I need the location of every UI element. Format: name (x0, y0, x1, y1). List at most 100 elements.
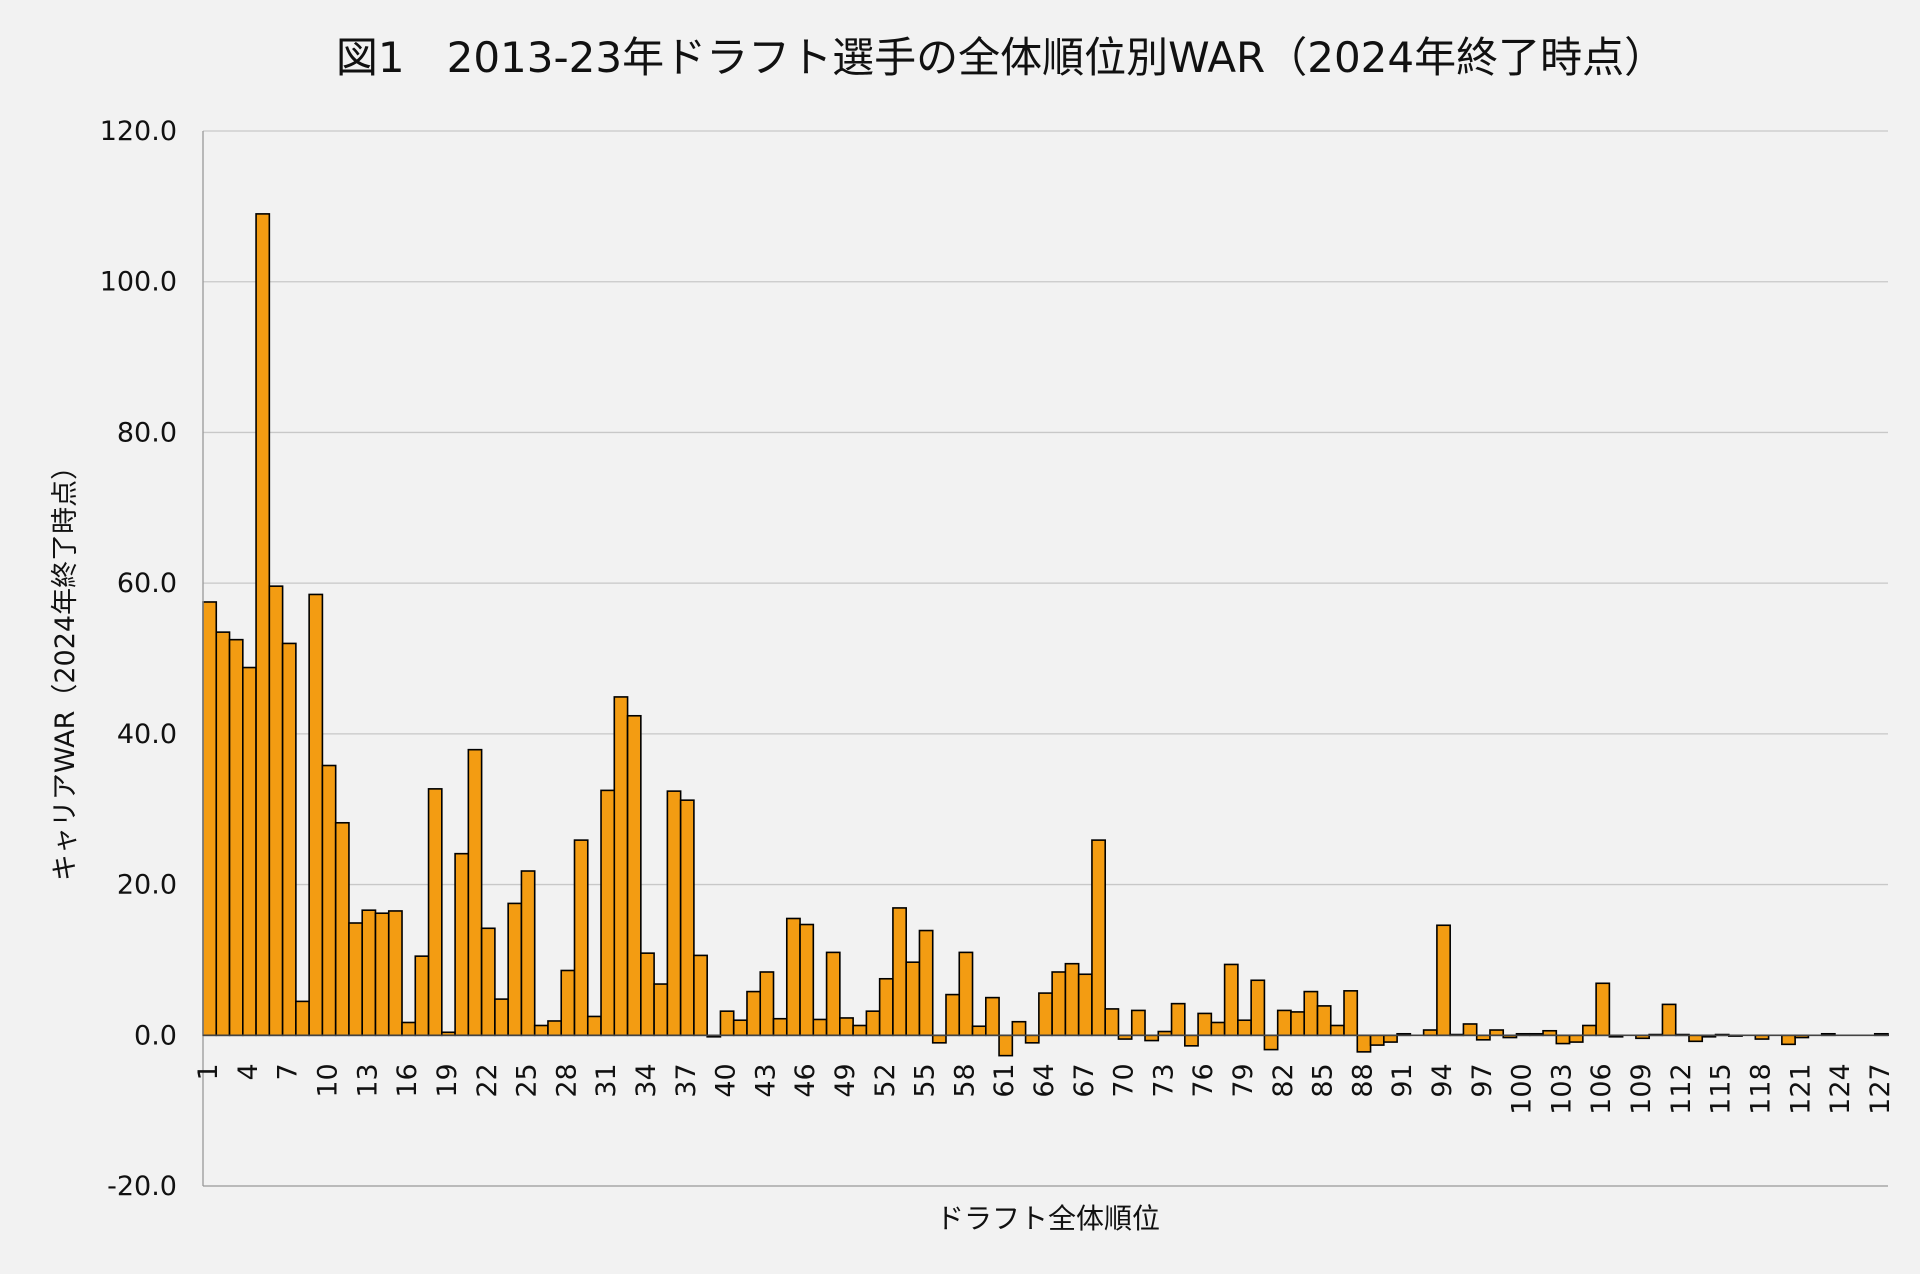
bar-pick-74 (1170, 1002, 1186, 1037)
bar-pick-20 (454, 852, 470, 1037)
bar-pick-94 (1436, 924, 1451, 1037)
bar-pick-96 (1462, 1023, 1478, 1037)
bar-pick-77 (1210, 1021, 1226, 1037)
x-tick-label: 103 (1546, 1063, 1577, 1115)
bar-pick-32 (613, 696, 629, 1037)
bar-pick-113 (1688, 1034, 1704, 1043)
x-tick-label: 97 (1467, 1063, 1498, 1097)
bar-pick-16 (401, 1021, 417, 1037)
bar-pick-47 (812, 1018, 828, 1037)
bar-pick-40 (719, 1010, 735, 1037)
bar-pick-83 (1290, 1011, 1306, 1037)
bar-pick-65 (1051, 971, 1067, 1037)
bar-pick-59 (971, 1025, 987, 1037)
bar-pick-46 (799, 923, 815, 1037)
x-tick-label: 73 (1148, 1063, 1179, 1097)
bar-pick-9 (308, 593, 324, 1037)
x-tick-label: 46 (790, 1063, 821, 1097)
bar-pick-55 (918, 929, 934, 1037)
bar-pick-56 (931, 1034, 947, 1044)
x-tick-label: 19 (432, 1063, 463, 1097)
x-tick-label: 85 (1308, 1063, 1339, 1097)
bar-pick-89 (1369, 1034, 1385, 1046)
bar-pick-24 (507, 902, 523, 1037)
bar-pick-84 (1303, 990, 1319, 1037)
bar-pick-11 (334, 821, 350, 1037)
x-tick-label: 43 (750, 1063, 781, 1097)
x-tick-label: 52 (870, 1063, 901, 1097)
x-tick-label: 100 (1507, 1063, 1538, 1115)
y-tick-label: 40.0 (117, 719, 177, 750)
bar-pick-18 (427, 788, 443, 1037)
bar-pick-80 (1250, 979, 1266, 1037)
x-tick-label: 49 (830, 1063, 861, 1097)
x-tick-label: 13 (352, 1063, 383, 1097)
x-tick-label: 7 (273, 1063, 304, 1080)
x-tick-label: 10 (313, 1063, 344, 1097)
x-tick-label: 79 (1228, 1063, 1259, 1097)
bar-pick-6 (268, 585, 284, 1037)
bar-pick-104 (1568, 1034, 1584, 1043)
x-tick-label: 109 (1626, 1063, 1657, 1115)
bar-pick-41 (732, 1019, 748, 1037)
bar-pick-43 (759, 971, 775, 1037)
x-tick-label: 61 (989, 1063, 1020, 1097)
bar-pick-30 (586, 1015, 602, 1037)
bar-pick-71 (1130, 1009, 1146, 1037)
axes (202, 131, 1888, 1187)
x-tick-label: 28 (551, 1063, 582, 1097)
x-tick-label: 55 (910, 1063, 941, 1097)
bar-pick-63 (1024, 1034, 1040, 1044)
bar-pick-53 (892, 907, 907, 1037)
x-tick-label: 118 (1745, 1063, 1776, 1115)
bar-pick-7 (281, 642, 297, 1037)
x-tick-label: 67 (1069, 1063, 1100, 1097)
bar-pick-28 (560, 969, 576, 1037)
chart-title: 図1 2013-23年ドラフト選手の全体順位別WAR（2024年終了時点） (336, 33, 1666, 82)
bar-pick-90 (1383, 1034, 1398, 1043)
bar-pick-45 (785, 917, 801, 1037)
x-tick-label: 76 (1188, 1063, 1219, 1097)
bar-pick-64 (1038, 992, 1053, 1037)
y-tick-label: 60.0 (117, 568, 177, 599)
bar-pick-15 (387, 910, 403, 1037)
x-tick-label: 70 (1109, 1063, 1140, 1097)
x-tick-label: 88 (1347, 1063, 1378, 1097)
bar-pick-33 (626, 714, 642, 1037)
bar-pick-66 (1064, 962, 1080, 1037)
x-tick-label: 124 (1825, 1063, 1856, 1115)
bar-pick-34 (640, 952, 655, 1037)
x-tick-label: 4 (233, 1063, 264, 1080)
bar-pick-42 (746, 990, 762, 1037)
y-tick-labels: 120.0 100.0 80.0 60.0 40.0 20.0 0.0 -20.0 (100, 116, 177, 1202)
bar-pick-5 (255, 213, 271, 1037)
x-tick-label: 40 (711, 1063, 742, 1097)
gridlines (203, 130, 1888, 886)
x-tick-label: 94 (1427, 1063, 1458, 1097)
x-tick-label: 121 (1785, 1063, 1816, 1115)
bar-pick-37 (679, 799, 695, 1037)
y-tick-label: 20.0 (117, 870, 177, 901)
bar-pick-27 (547, 1020, 563, 1037)
bar-pick-87 (1343, 990, 1359, 1037)
y-tick-label: 0.0 (134, 1020, 177, 1051)
x-tick-label: 22 (472, 1063, 503, 1097)
bar-pick-57 (945, 993, 961, 1037)
x-tick-label: 16 (392, 1063, 423, 1097)
bar-pick-8 (295, 1000, 310, 1037)
bar-pick-75 (1184, 1034, 1199, 1047)
bar-pick-88 (1356, 1034, 1372, 1053)
bar-pick-25 (520, 870, 536, 1037)
bar-pick-38 (693, 954, 708, 1037)
x-axis-label: ドラフト全体順位 (936, 1202, 1160, 1235)
x-tick-label: 115 (1706, 1063, 1737, 1115)
bar-pick-120 (1781, 1034, 1796, 1046)
bar-pick-86 (1329, 1024, 1345, 1037)
x-tick-labels: 1 4 7 10 13 16 19 22 25 28 31 34 37 40 43 46 49 52 55 58 61 6… (193, 1063, 1896, 1115)
bar-pick-52 (878, 977, 894, 1037)
bar-pick-29 (573, 839, 589, 1037)
x-tick-label: 1 (193, 1063, 224, 1080)
x-tick-label: 106 (1586, 1063, 1617, 1115)
